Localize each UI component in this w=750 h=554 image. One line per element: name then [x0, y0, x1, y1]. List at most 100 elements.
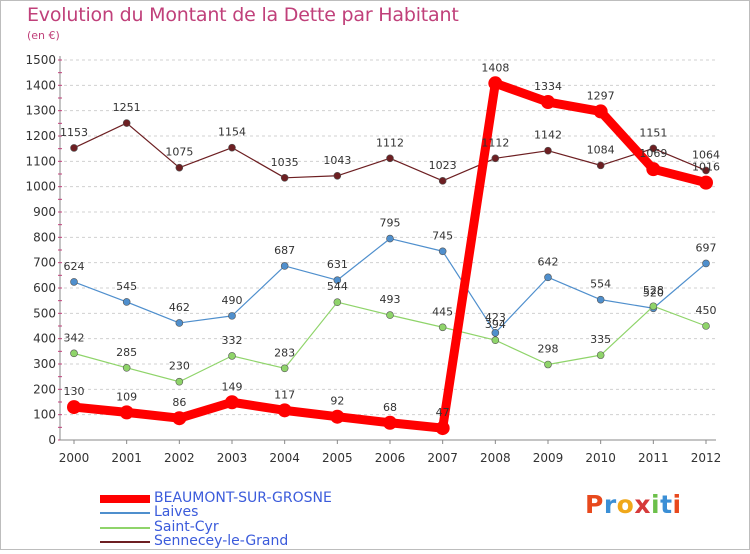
data-point — [386, 311, 394, 319]
data-label: 1154 — [218, 126, 246, 139]
data-label: 450 — [696, 304, 717, 317]
data-point — [280, 364, 289, 373]
data-point — [122, 363, 131, 372]
data-label: 86 — [172, 396, 186, 409]
data-label: 1084 — [587, 143, 615, 156]
x-tick-label: 2007 — [427, 451, 458, 465]
chart-title: Evolution du Montant de la Dette par Hab… — [27, 4, 459, 26]
logo-letter: o — [616, 490, 635, 519]
data-label: 394 — [485, 318, 506, 331]
data-label: 462 — [169, 301, 190, 314]
data-label: 283 — [274, 346, 295, 359]
x-tick-label: 2005 — [322, 451, 353, 465]
data-point — [228, 352, 236, 360]
data-label: 332 — [222, 334, 243, 347]
data-point — [544, 146, 552, 155]
data-point — [699, 175, 713, 190]
data-point — [541, 95, 555, 110]
data-point — [228, 312, 236, 320]
data-point — [122, 119, 131, 127]
data-point — [277, 403, 292, 418]
data-label: 1251 — [113, 101, 141, 114]
x-tick-label: 2001 — [111, 451, 142, 465]
y-tick-label: 1000 — [25, 180, 56, 194]
data-label: 795 — [380, 217, 401, 230]
y-tick-label: 200 — [33, 382, 56, 396]
data-point — [544, 360, 552, 369]
data-label: 1151 — [639, 126, 667, 139]
legend-swatch — [100, 495, 150, 503]
legend-item-sennecey[interactable]: Sennecey-le-Grand — [100, 533, 400, 551]
data-point — [70, 144, 78, 152]
data-point — [438, 177, 447, 185]
logo-letter: t — [660, 490, 673, 519]
data-label: 445 — [432, 305, 453, 318]
data-label: 490 — [222, 294, 243, 307]
data-point — [175, 163, 184, 172]
logo-letter: i — [672, 490, 682, 519]
data-label: 1112 — [376, 136, 404, 149]
y-tick-label: 900 — [33, 205, 56, 219]
data-point — [646, 162, 661, 177]
y-tick-label: 1500 — [25, 53, 56, 67]
legend-label: Saint-Cyr — [154, 519, 219, 535]
y-tick-label: 1100 — [25, 154, 56, 168]
data-point — [175, 377, 184, 386]
data-label: 554 — [590, 278, 611, 291]
y-tick-label: 400 — [33, 332, 56, 346]
data-label: 1297 — [587, 89, 615, 102]
y-tick-label: 300 — [33, 357, 56, 371]
data-point — [330, 409, 345, 424]
data-label: 545 — [116, 280, 137, 293]
logo-letter: x — [634, 490, 651, 519]
y-tick-label: 0 — [48, 433, 56, 447]
logo-letter: P — [585, 490, 604, 519]
legend: BEAUMONT-SUR-GROSNE Laives Saint-Cyr Sen… — [100, 486, 400, 551]
data-label: 230 — [169, 360, 190, 373]
data-point — [333, 276, 342, 284]
data-label: 47 — [436, 406, 450, 419]
data-label: 1069 — [639, 147, 667, 160]
data-label: 1112 — [481, 136, 509, 149]
chart-subtitle: (en €) — [27, 29, 60, 42]
y-tick-label: 700 — [33, 256, 56, 270]
data-point — [280, 174, 289, 182]
data-label: 1043 — [323, 154, 351, 167]
data-label: 1023 — [429, 159, 457, 172]
data-label: 1075 — [165, 146, 193, 159]
legend-item-laives[interactable]: Laives — [100, 504, 400, 522]
data-label: 544 — [327, 280, 348, 293]
y-tick-label: 1300 — [25, 104, 56, 118]
data-label: 130 — [64, 385, 85, 398]
data-label: 335 — [590, 333, 611, 346]
data-label: 423 — [485, 311, 506, 324]
data-label: 697 — [696, 241, 717, 254]
data-label: 528 — [643, 284, 664, 297]
data-point — [438, 323, 447, 332]
data-point — [435, 421, 450, 436]
x-tick-label: 2003 — [217, 451, 248, 465]
legend-label: BEAUMONT-SUR-GROSNE — [154, 490, 332, 506]
data-label: 92 — [330, 395, 344, 408]
data-label: 624 — [64, 260, 85, 273]
data-label: 1408 — [481, 61, 509, 74]
data-point — [438, 247, 447, 256]
data-point — [280, 262, 289, 270]
data-point — [596, 295, 605, 304]
data-label: 149 — [222, 380, 243, 393]
data-point — [70, 349, 78, 358]
data-point — [172, 411, 187, 426]
data-point — [491, 154, 500, 163]
data-point — [702, 322, 710, 330]
data-label: 642 — [538, 255, 559, 268]
data-point — [488, 76, 503, 91]
data-label: 687 — [274, 244, 295, 257]
data-point — [119, 405, 134, 420]
data-point — [386, 234, 394, 243]
legend-item-saint-cyr[interactable]: Saint-Cyr — [100, 519, 400, 537]
data-point — [228, 143, 236, 152]
data-label: 68 — [383, 401, 397, 414]
x-tick-label: 2011 — [638, 451, 669, 465]
legend-item-beaumont[interactable]: BEAUMONT-SUR-GROSNE — [100, 490, 400, 508]
